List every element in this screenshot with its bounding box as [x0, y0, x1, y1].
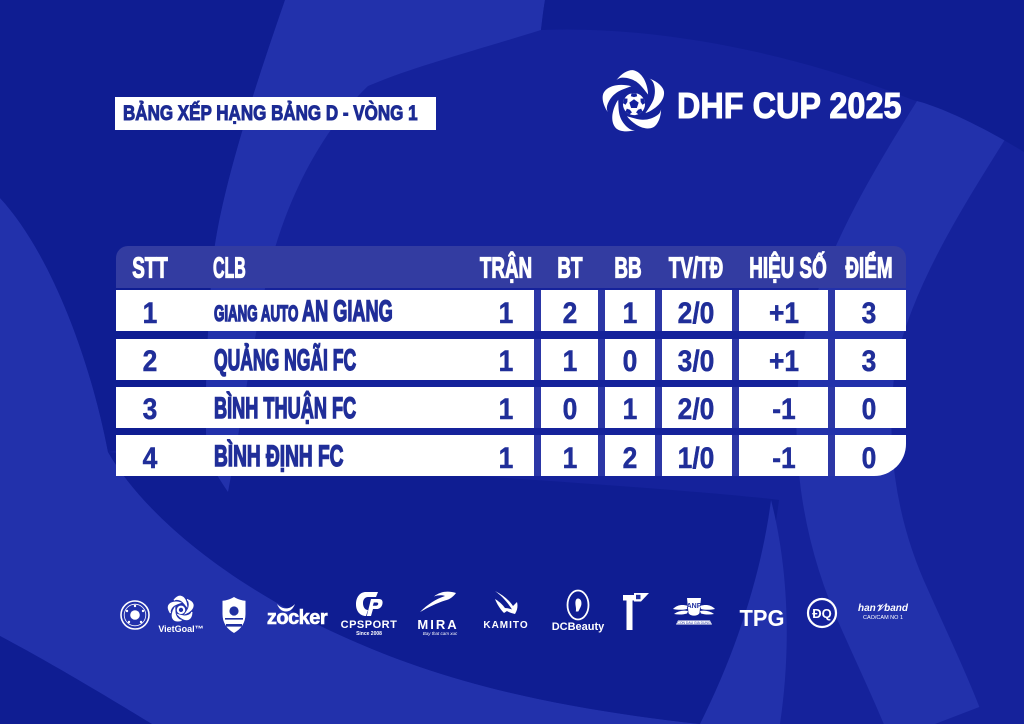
svg-text:ĐQ: ĐQ	[812, 606, 832, 621]
svg-text:ANP: ANP	[687, 603, 702, 610]
svg-text:CON DAU GIA DUNG: CON DAU GIA DUNG	[677, 621, 711, 625]
